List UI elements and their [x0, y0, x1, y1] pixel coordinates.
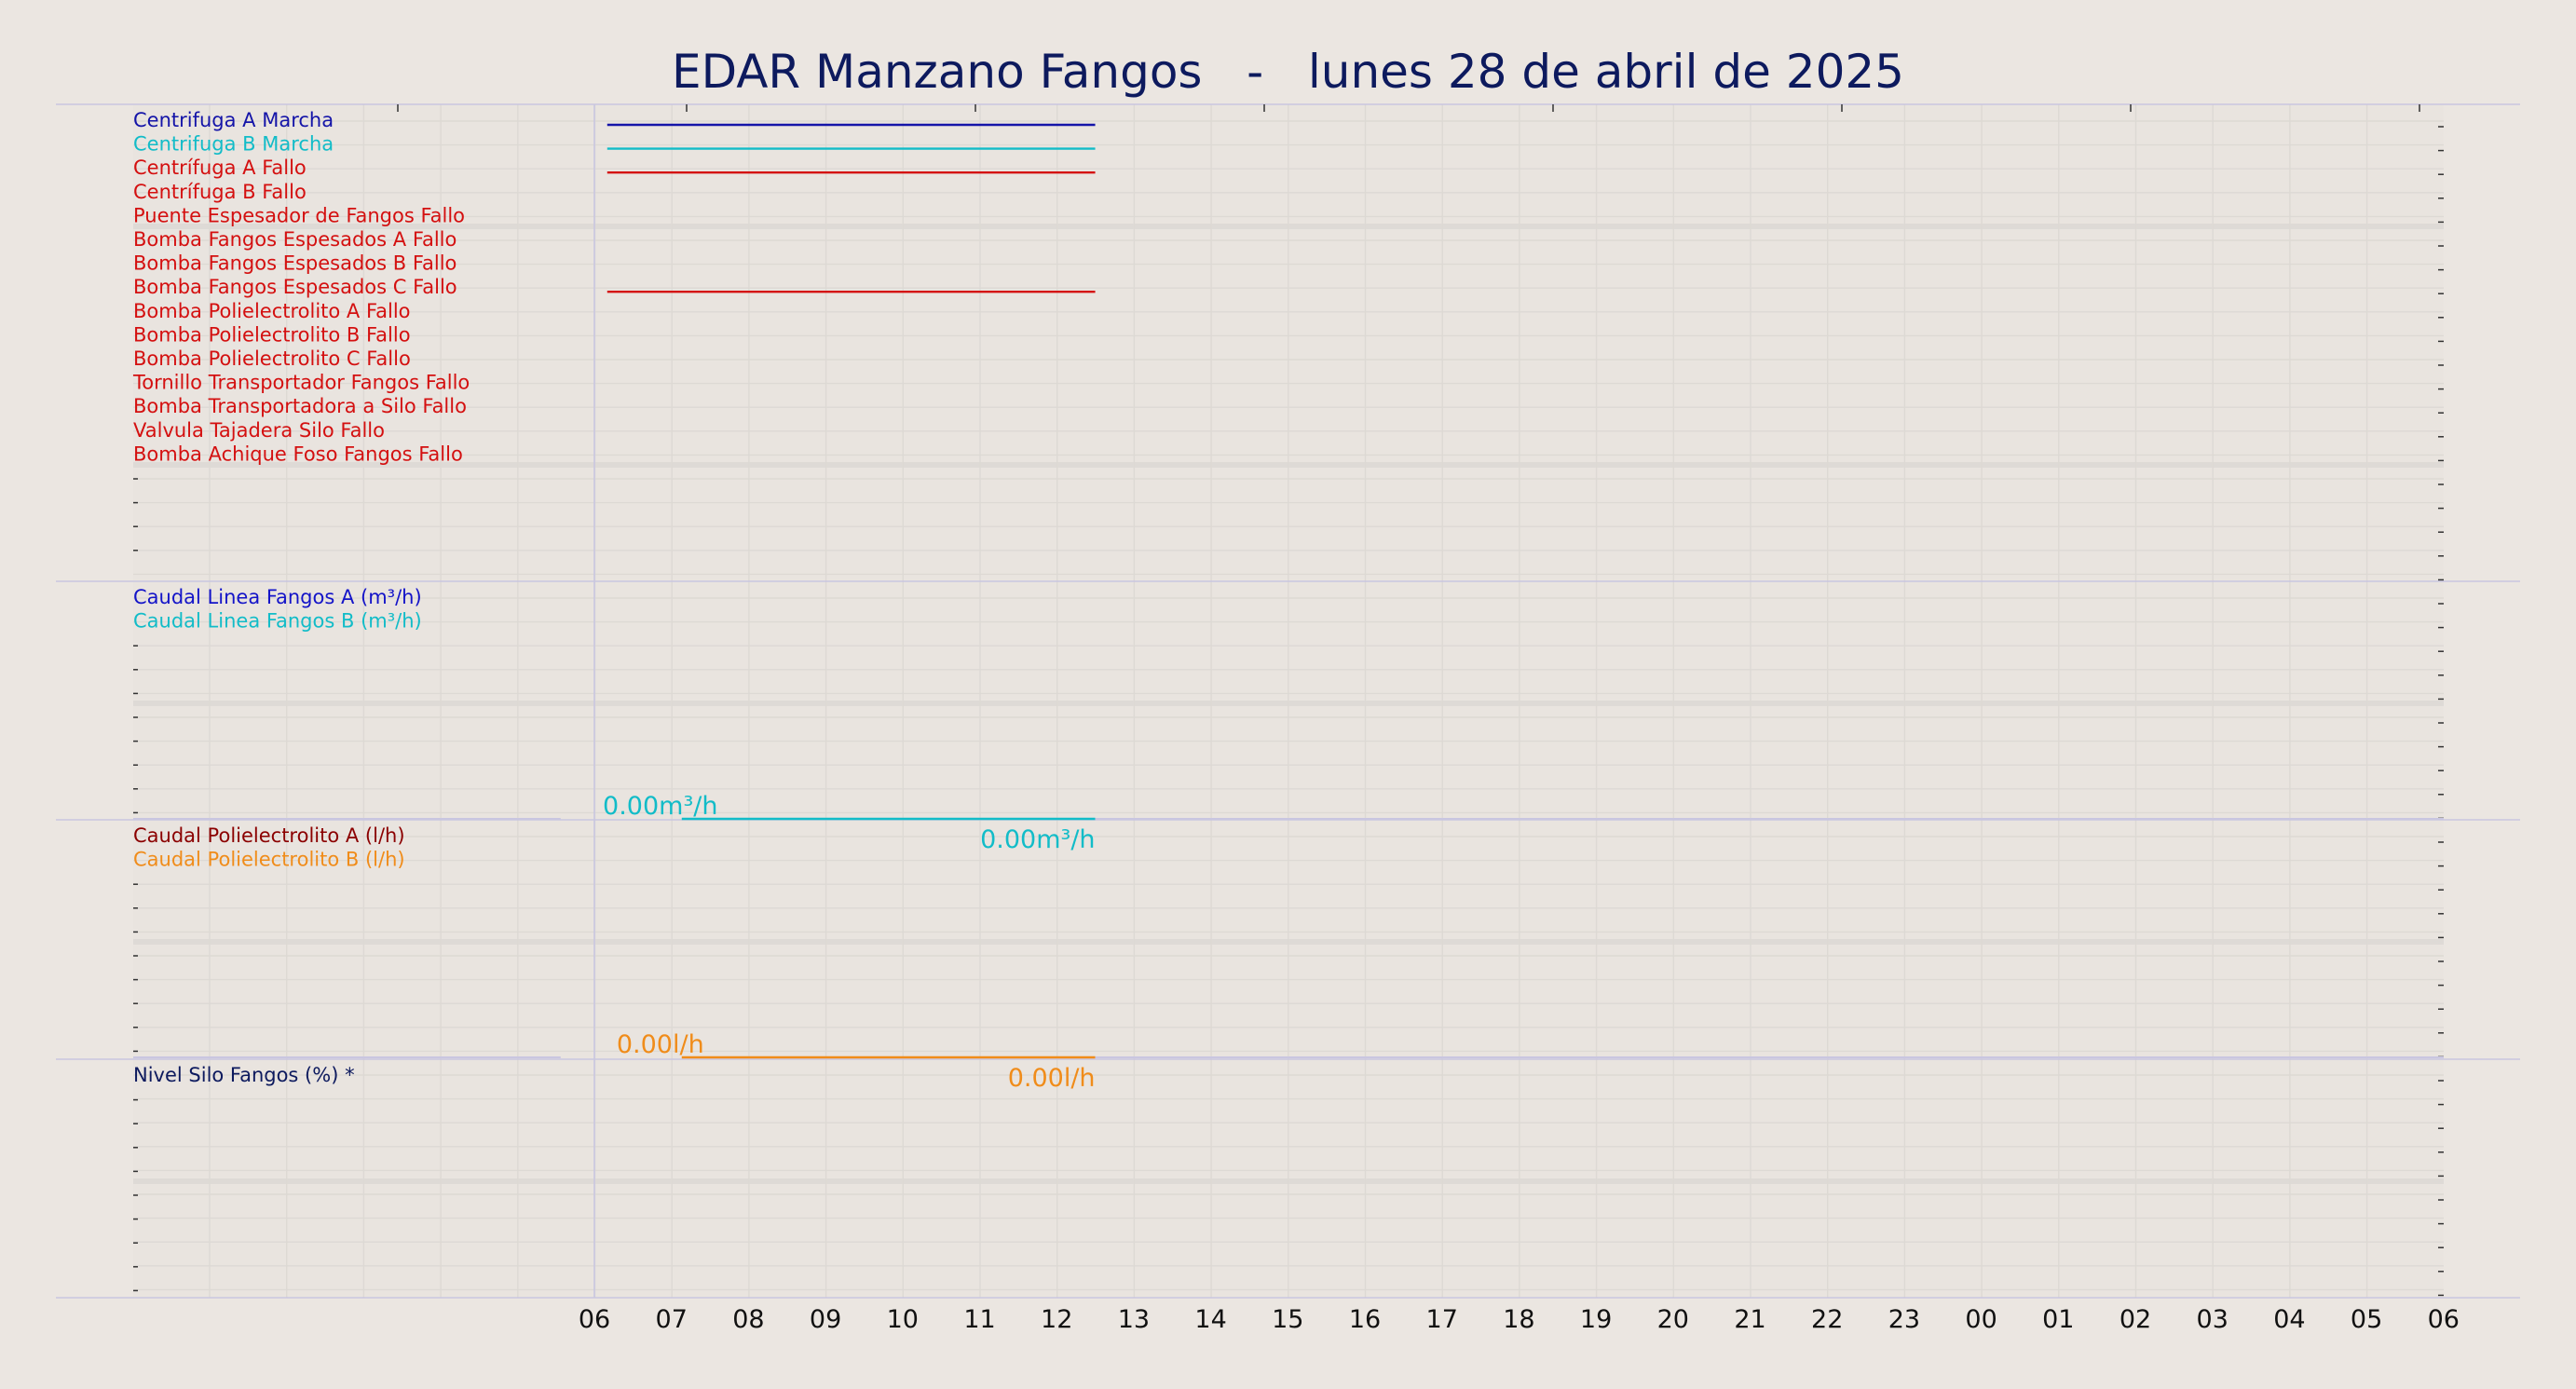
value-annotation: 0.00m³/h — [603, 792, 717, 821]
x-tick-label: 03 — [2197, 1305, 2228, 1334]
value-annotation: 0.00m³/h — [980, 825, 1095, 854]
series-label: Tornillo Transportador Fangos Fallo — [132, 372, 470, 394]
x-tick-label: 14 — [1194, 1305, 1226, 1334]
x-tick-label: 09 — [810, 1305, 841, 1334]
series-label: Centrífuga A Fallo — [133, 157, 307, 179]
series-label: Caudal Linea Fangos B (m³/h) — [133, 610, 422, 633]
x-tick-label: 20 — [1657, 1305, 1689, 1334]
x-tick-label: 19 — [1580, 1305, 1612, 1334]
x-tick-label: 04 — [2273, 1305, 2305, 1334]
series-label: Centrifuga A Marcha — [133, 109, 334, 131]
series-label: Caudal Polielectrolito A (l/h) — [133, 824, 405, 847]
series-label: Caudal Linea Fangos A (m³/h) — [133, 586, 422, 608]
series-label: Bomba Fangos Espesados B Fallo — [133, 252, 457, 275]
series-label: Puente Espesador de Fangos Fallo — [133, 204, 465, 226]
series-label: Bomba Polielectrolito B Fallo — [133, 323, 411, 346]
x-tick-label: 02 — [2119, 1305, 2151, 1334]
x-tick-label: 23 — [1888, 1305, 1920, 1334]
value-annotation: 0.00l/h — [1008, 1064, 1096, 1093]
x-tick-label: 18 — [1503, 1305, 1534, 1334]
x-tick-label: 17 — [1426, 1305, 1458, 1334]
series-label: Bomba Polielectrolito C Fallo — [133, 347, 411, 370]
series-label: Bomba Fangos Espesados C Fallo — [133, 276, 457, 298]
series-label: Centrifuga B Marcha — [133, 133, 334, 156]
x-tick-label: 06 — [579, 1305, 610, 1334]
axes: 06 07 08 09 10 11 12 13 14 15 16 17 18 19 20 21 22 23 00 01… — [56, 103, 2520, 1334]
x-tick-label: 06 — [2428, 1305, 2460, 1334]
x-tick-label: 12 — [1041, 1305, 1072, 1334]
grid — [133, 104, 2444, 1298]
series-label: Bomba Polielectrolito A Fallo — [133, 300, 411, 322]
series-label: Nivel Silo Fangos (%) * — [133, 1064, 355, 1086]
x-tick-label: 21 — [1734, 1305, 1765, 1334]
series-label: Centrífuga B Fallo — [133, 181, 307, 203]
x-tick-label: 05 — [2351, 1305, 2382, 1334]
series-label: Bomba Transportadora a Silo Fallo — [133, 395, 467, 417]
series: 0.00m³/h 0.00m³/h 0.00l/h 0.00l/h — [133, 123, 2444, 1093]
x-tick-label: 15 — [1272, 1305, 1303, 1334]
x-tick-label: 08 — [732, 1305, 764, 1334]
series-label: Bomba Fangos Espesados A Fallo — [133, 228, 457, 251]
series-label: Bomba Achique Foso Fangos Fallo — [133, 443, 463, 465]
x-tick-label: 16 — [1349, 1305, 1381, 1334]
x-tick-label: 22 — [1811, 1305, 1843, 1334]
x-tick-label: 11 — [963, 1305, 995, 1334]
x-tick-label: 13 — [1118, 1305, 1150, 1334]
series-label: Caudal Polielectrolito B (l/h) — [133, 849, 405, 871]
chart-title: EDAR Manzano Fangos - lunes 28 de abril … — [672, 45, 1904, 99]
value-annotation: 0.00l/h — [617, 1030, 704, 1059]
x-tick-label: 01 — [2042, 1305, 2074, 1334]
x-tick-label: 00 — [1965, 1305, 1997, 1334]
x-tick-label: 07 — [656, 1305, 688, 1334]
x-tick-label: 10 — [887, 1305, 919, 1334]
series-label: Valvula Tajadera Silo Fallo — [133, 419, 385, 442]
